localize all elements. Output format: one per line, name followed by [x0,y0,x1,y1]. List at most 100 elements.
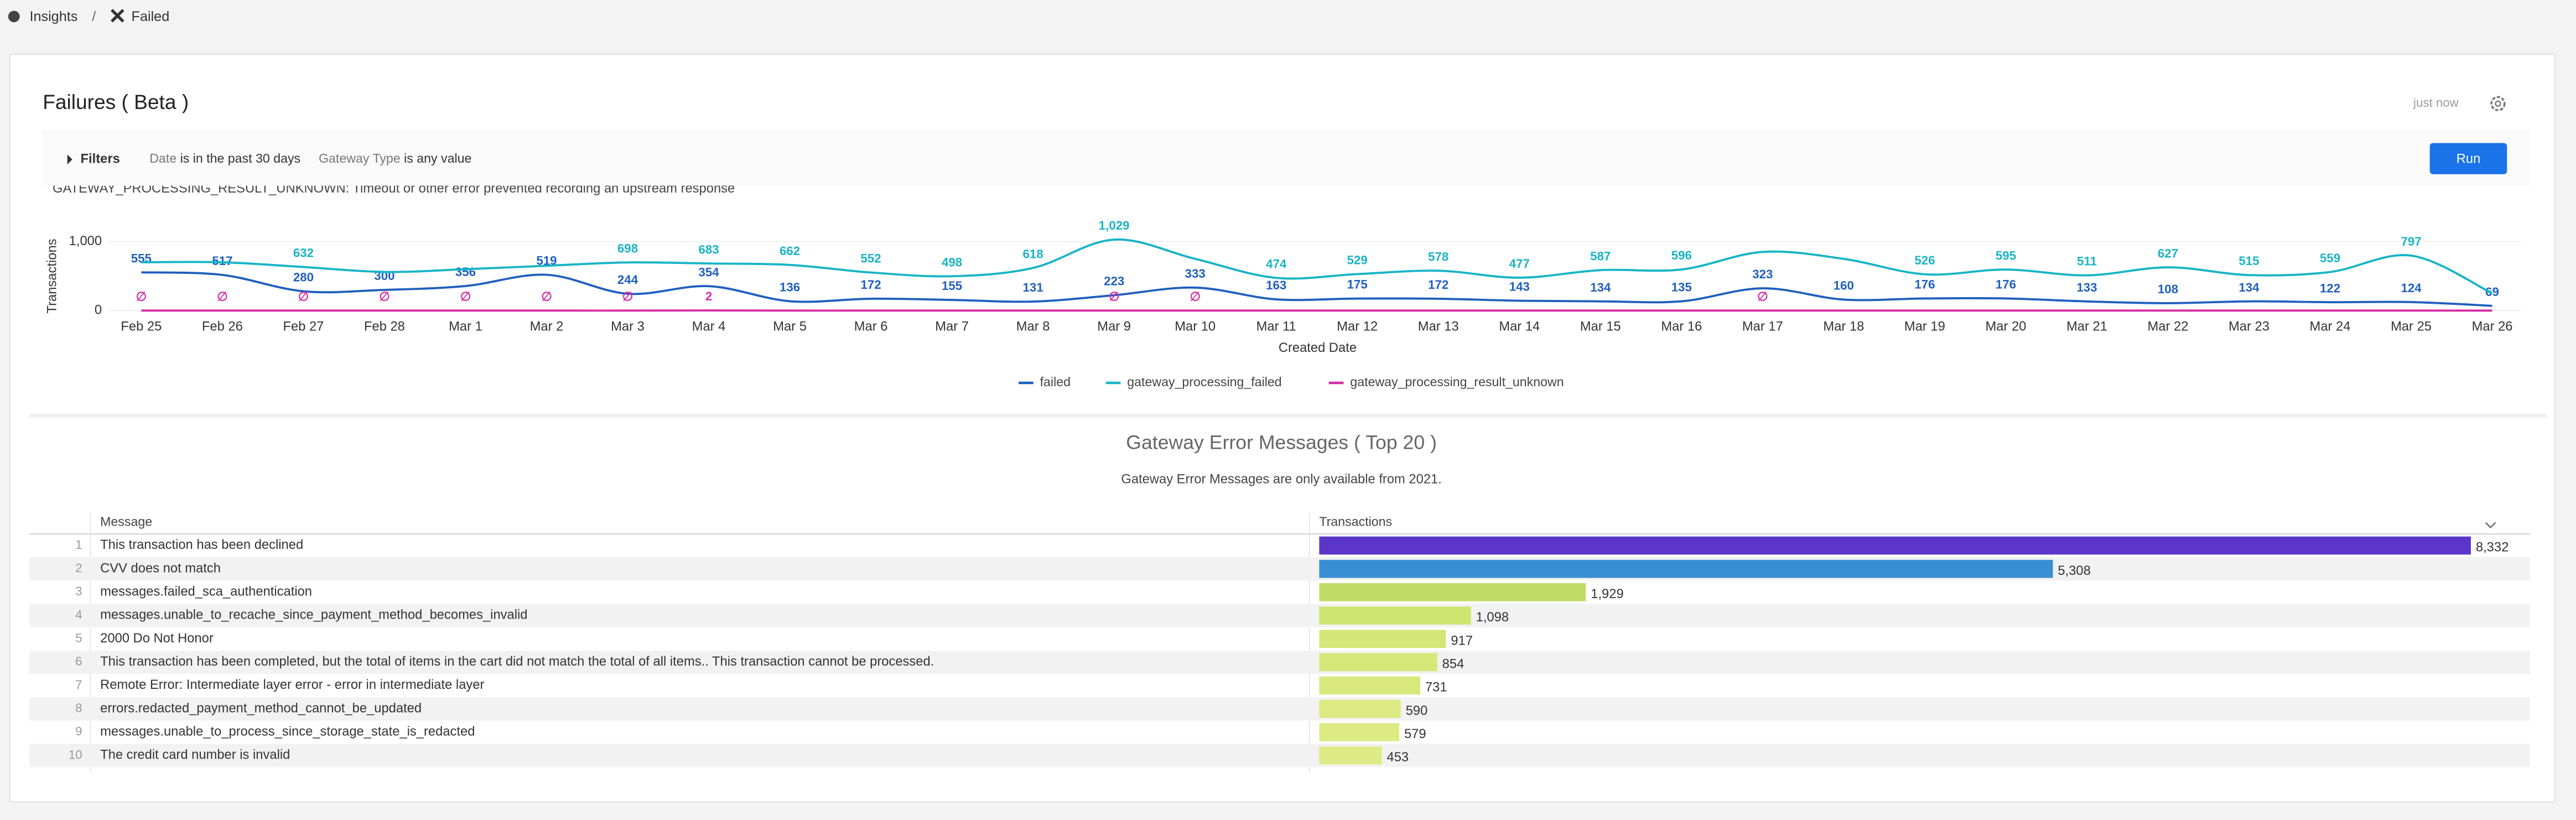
x-tick-label: Mar 9 [1097,319,1131,334]
data-label: 172 [861,278,881,292]
filter-gateway[interactable]: Gateway Type is any value [319,151,471,165]
x-tick-label: Mar 12 [1337,319,1378,334]
data-label: 627 [2158,246,2178,260]
value-label: 731 [1425,680,1447,695]
x-tick-label: Mar 14 [1499,319,1540,334]
data-label: 122 [2320,281,2340,295]
breadcrumb-link[interactable]: Insights [29,9,77,24]
x-tick-label: Mar 20 [1985,319,2026,334]
data-label: 2 [705,289,712,303]
data-label: 163 [1266,278,1286,292]
data-label: 797 [2401,235,2421,248]
y-tick-label: 1,000 [69,233,102,248]
row-number: 7 [75,678,82,692]
data-label: 529 [1347,253,1368,267]
data-label: 323 [1752,267,1773,281]
chart-annotation: GATEWAY_PROCESSING_RESULT_UNKNOWN: Timeo… [53,181,735,196]
value-label: 590 [1406,703,1428,718]
x-tick-label: Mar 10 [1175,319,1216,334]
series-line [141,238,2493,294]
row-number: 1 [75,538,82,552]
x-tick-label: Mar 25 [2391,319,2432,334]
data-label: 143 [1509,280,1530,294]
message: This transaction has been completed, but… [100,654,934,669]
value-label: 1,098 [1476,610,1509,625]
data-label: ∅ [1190,289,1200,303]
data-label: 578 [1428,250,1448,263]
data-label: 244 [617,273,638,287]
legend-label: failed [1040,375,1071,389]
column-header[interactable]: Message [100,515,152,529]
data-label: 474 [1266,257,1287,271]
x-tick-label: Mar 26 [2472,319,2513,334]
sort-chevron[interactable] [2485,522,2496,528]
data-label: 662 [780,244,800,258]
table-title: Gateway Error Messages ( Top 20 ) [1126,431,1437,453]
bar [1319,699,1401,718]
row-number: 10 [69,748,82,761]
data-label: 172 [1428,278,1448,292]
data-label: ∅ [1757,289,1768,303]
data-label: 124 [2401,281,2422,295]
run-button[interactable] [2429,143,2507,174]
data-label: 176 [1996,278,2016,292]
filter-field: Gateway Type [319,151,401,165]
value-label: 854 [1442,657,1464,672]
value-label: 917 [1451,633,1473,648]
message: errors.redacted_payment_method_cannot_be… [100,700,422,715]
data-label: ∅ [541,289,552,303]
data-label: 517 [212,254,232,268]
y-tick-label: 0 [95,303,102,318]
x-tick-label: Mar 24 [2310,319,2351,334]
message: Remote Error: Intermediate layer error -… [100,677,484,692]
gear-icon[interactable] [2490,96,2506,111]
data-label: 683 [698,242,719,256]
bar [1319,559,2053,578]
data-label: 511 [2077,255,2097,268]
bar [1319,536,2471,555]
x-tick-label: Feb 27 [283,319,324,334]
x-tick-label: Feb 25 [121,319,162,334]
message: This transaction has been declined [100,537,303,552]
x-tick-label: Mar 23 [2229,319,2269,334]
filters-caret[interactable] [67,154,72,165]
run-label[interactable]: Run [2456,151,2481,166]
data-label: 280 [293,271,314,284]
data-label: 1,029 [1099,219,1130,232]
column-header[interactable]: Transactions [1319,515,1392,529]
data-label: 134 [2239,281,2260,294]
data-label: 354 [698,265,719,279]
settings-button[interactable] [2490,96,2506,111]
x-tick-label: Mar 3 [611,319,645,334]
x-tick-label: Mar 15 [1580,319,1621,334]
x-tick-label: Mar 8 [1016,319,1050,334]
legend-label: gateway_processing_failed [1127,375,1281,389]
line-chart: 0 1,000 Feb 25 Feb 26 Feb 27 Feb 28 Mar 1 Mar 2… [69,219,2522,389]
data-label: 587 [1590,249,1611,263]
bar [1319,676,1421,695]
row-stripe [29,697,2530,721]
x-tick-label: Mar 16 [1661,319,1702,334]
x-tick-label: Mar 21 [2066,319,2107,334]
data-label: 498 [942,255,962,269]
legend-label: gateway_processing_result_unknown [1350,375,1564,389]
row-number: 9 [75,724,82,738]
data-label: 160 [1834,279,1854,293]
x-tick-label: Mar 17 [1742,319,1783,334]
data-label: 133 [2076,281,2097,294]
gear-center [2495,100,2501,107]
row-number: 6 [75,655,82,668]
updated-time: just now [2413,96,2459,110]
message: messages.unable_to_process_since_storage… [100,724,475,739]
x-axis-title: Created Date [1279,340,1357,355]
data-label: 618 [1023,247,1043,261]
data-label: 526 [1914,253,1935,267]
filters-toggle[interactable]: Filters [81,151,120,166]
breadcrumb-current: Failed [132,9,170,24]
row-number: 2 [75,561,82,575]
filter-date[interactable]: Date is in the past 30 days [149,151,300,165]
data-label: 155 [942,279,962,293]
value-label: 5,308 [2058,563,2090,578]
data-label: 632 [293,246,314,260]
